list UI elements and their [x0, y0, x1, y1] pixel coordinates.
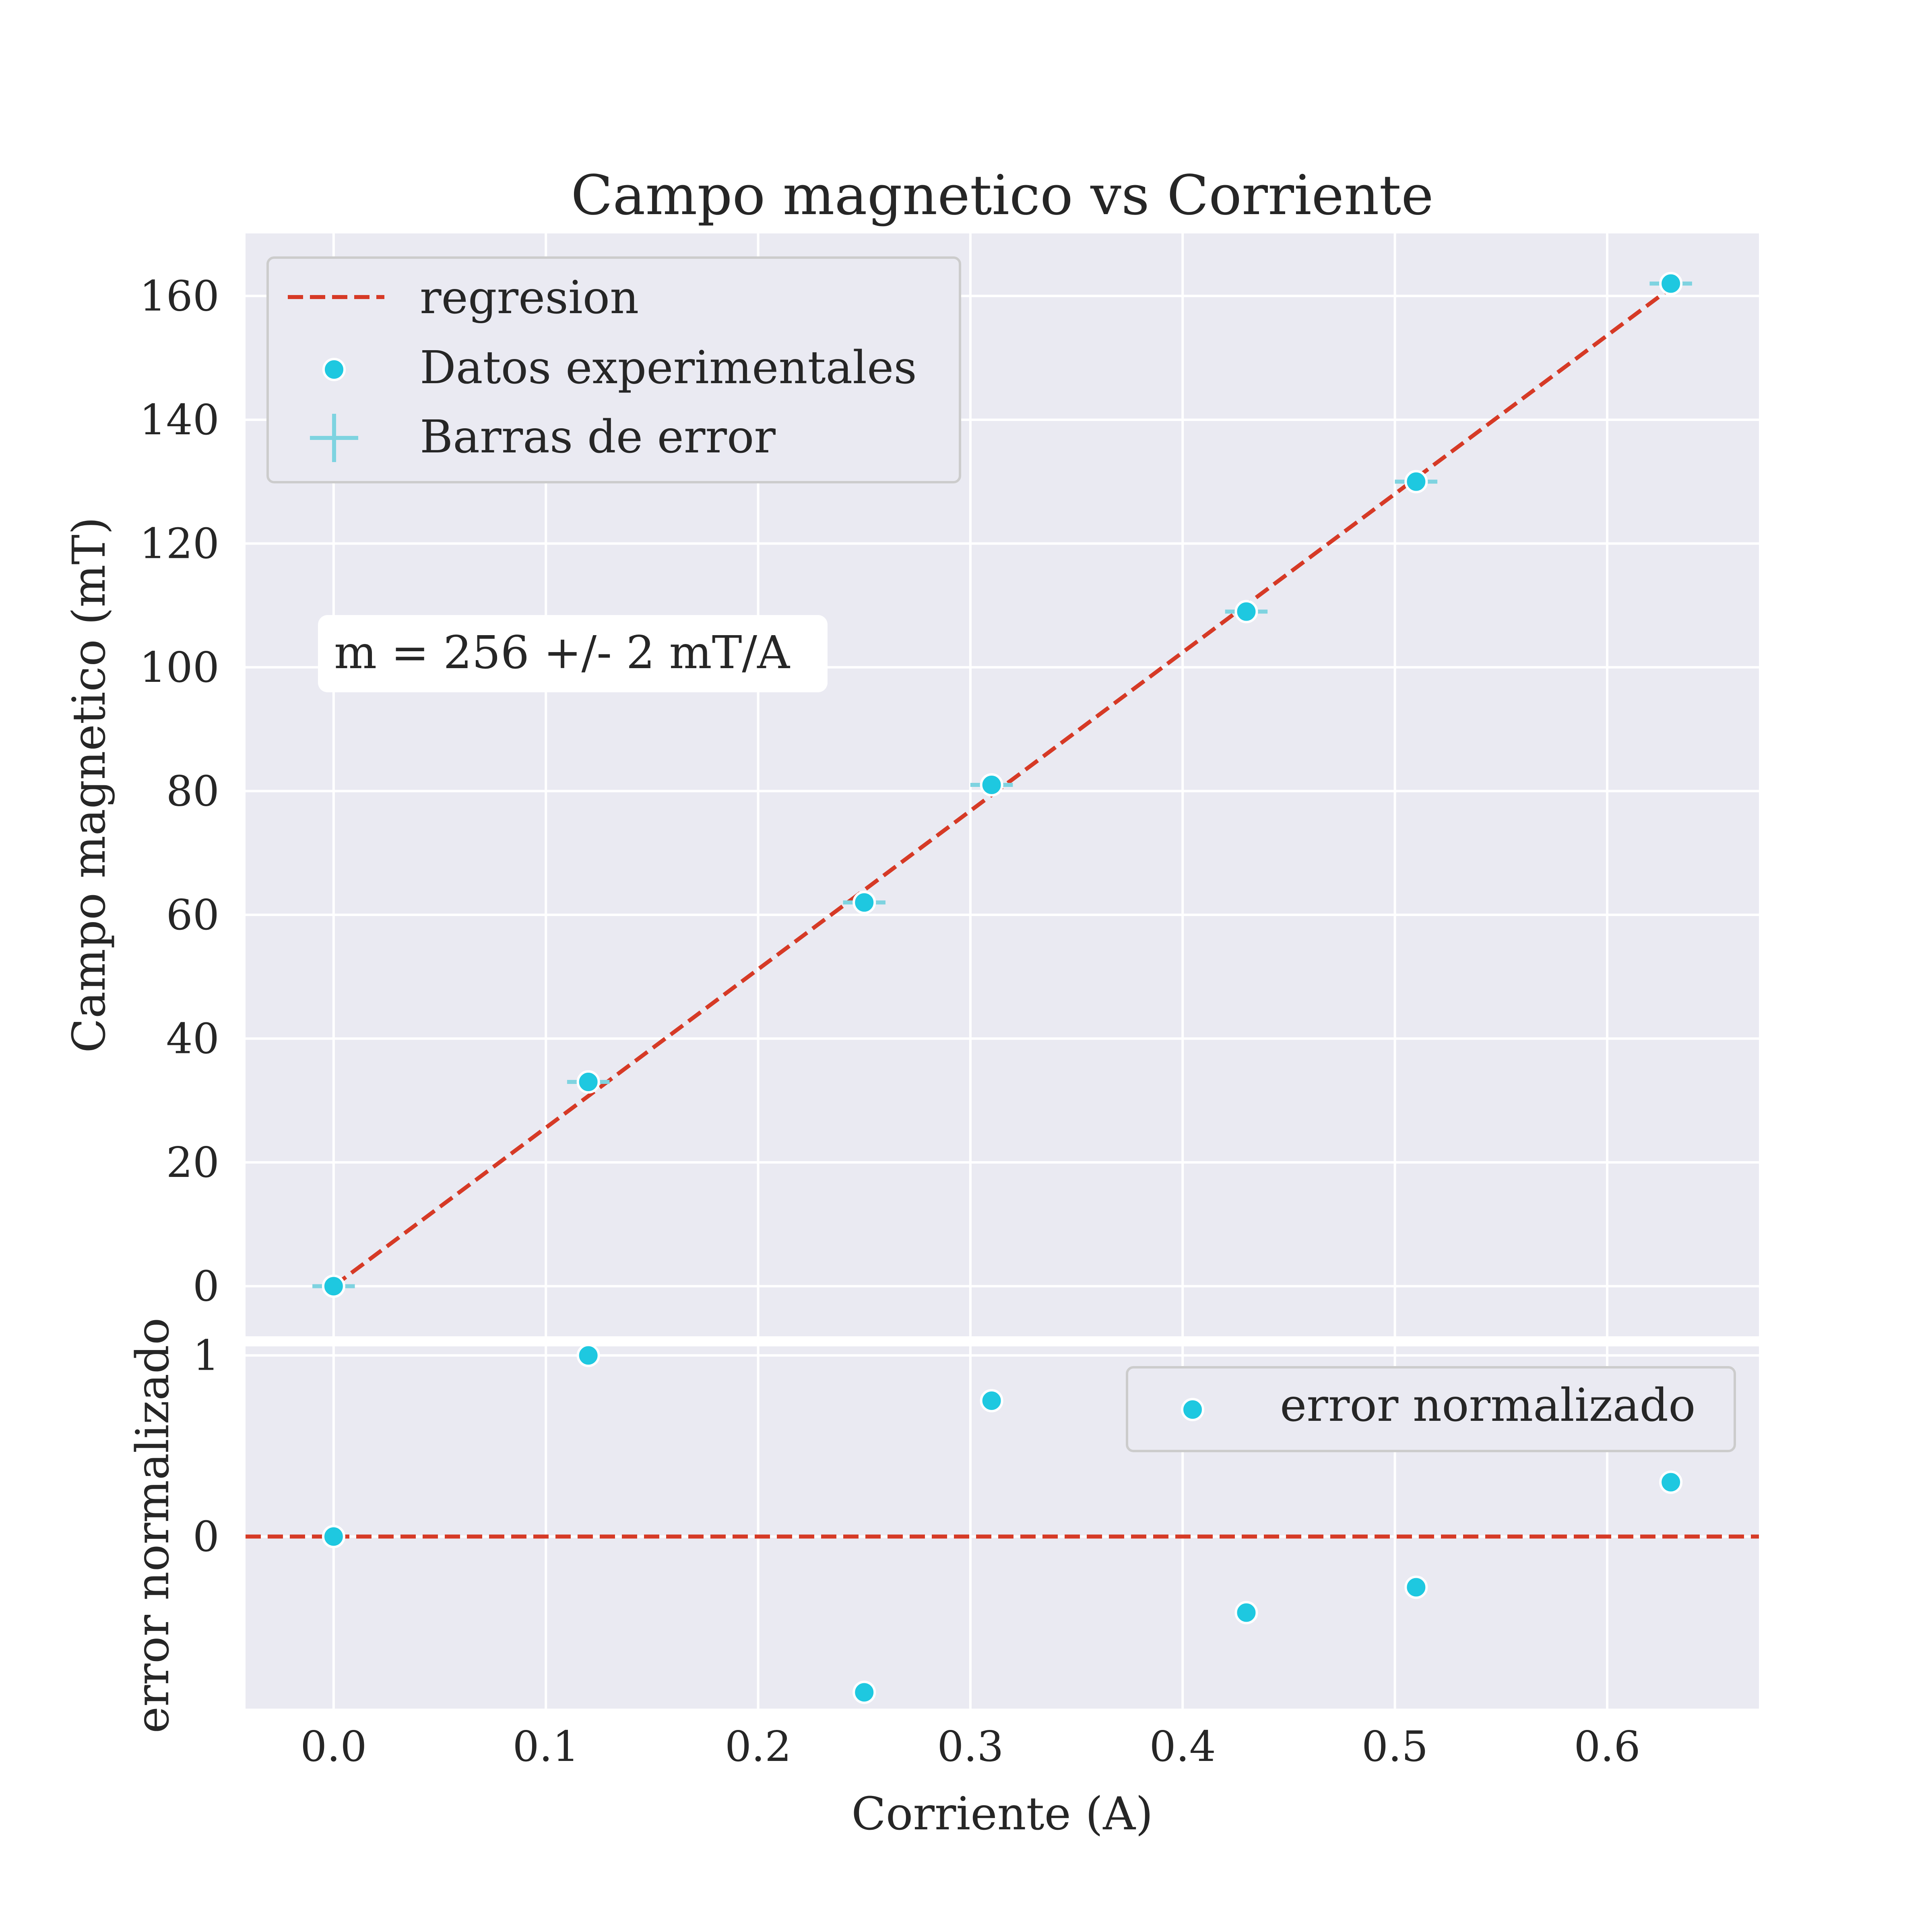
top-y-tick-label: 0	[193, 1261, 219, 1311]
legend-label-error-normalizado: error normalizado	[1280, 1379, 1696, 1432]
top-y-tick-label: 100	[139, 643, 219, 692]
x-tick-label: 0.5	[1362, 1722, 1428, 1771]
top-data-points	[322, 272, 1683, 1298]
slope-annotation-text: m = 256 +/- 2 mT/A	[334, 627, 790, 679]
top-tick-labels: 0 20 40 60 80 100 120 140 160	[139, 271, 219, 1311]
data-point	[322, 1274, 345, 1298]
residual-point	[980, 1389, 1003, 1412]
top-y-tick-label: 140	[139, 395, 219, 444]
top-y-tick-label: 160	[139, 271, 219, 320]
bottom-data-points	[322, 1344, 1683, 1704]
x-axis-label: Corriente (A)	[851, 1788, 1153, 1840]
legend-label-datos: Datos experimentales	[420, 342, 917, 394]
bottom-y-tick-label: 0	[193, 1512, 219, 1561]
top-panel: 0 20 40 60 80 100 120 140 160 Campo magnetico vs…	[63, 164, 1759, 1336]
x-tick-label: 0.6	[1574, 1722, 1640, 1771]
bottom-legend-box	[1126, 1366, 1736, 1452]
data-point	[852, 891, 876, 914]
residual-point	[576, 1344, 600, 1367]
x-tick-label: 0.0	[300, 1722, 367, 1771]
data-point	[1234, 600, 1258, 623]
x-tick-label: 0.3	[937, 1722, 1003, 1771]
bottom-panel: 0 1 0.0 0.1 0.2 0.3 0.4 0.5 0.6 Corriente (A) er…	[127, 1318, 1759, 1840]
legend-marker-error-normalizado	[1181, 1398, 1204, 1421]
bottom-y-tick-label: 1	[193, 1331, 219, 1380]
data-point	[576, 1070, 600, 1094]
data-point	[1404, 470, 1428, 493]
residual-point	[322, 1525, 345, 1548]
top-y-tick-label: 40	[166, 1014, 219, 1063]
top-legend-box	[266, 256, 961, 483]
slope-annotation-box	[318, 615, 828, 692]
top-y-tick-label: 120	[139, 519, 219, 568]
bottom-tick-labels: 0 1 0.0 0.1 0.2 0.3 0.4 0.5 0.6	[193, 1331, 1641, 1771]
chart-title: Campo magnetico vs Corriente	[571, 164, 1433, 227]
legend-label-barras: Barras de error	[420, 411, 776, 463]
x-tick-label: 0.4	[1150, 1722, 1216, 1771]
bottom-legend: error normalizado	[1126, 1366, 1736, 1452]
x-tick-label: 0.2	[725, 1722, 791, 1771]
data-point	[1659, 272, 1683, 295]
x-tick-label: 0.1	[512, 1722, 579, 1771]
top-y-axis-label: Campo magnetico (mT)	[63, 517, 116, 1053]
residual-point	[852, 1680, 876, 1704]
top-y-tick-label: 20	[166, 1138, 219, 1187]
bottom-y-axis-label: error normalizado	[127, 1318, 179, 1734]
slope-annotation: m = 256 +/- 2 mT/A	[318, 615, 828, 692]
residual-point	[1404, 1575, 1428, 1599]
top-legend: regresion Datos experimentales Barras de…	[266, 256, 961, 483]
legend-marker-datos	[322, 358, 346, 381]
data-point	[980, 773, 1003, 797]
legend-label-regresion: regresion	[420, 272, 639, 324]
residual-point	[1659, 1470, 1683, 1494]
residual-point	[1234, 1601, 1258, 1624]
top-y-tick-label: 80	[166, 766, 219, 815]
top-y-tick-label: 60	[166, 890, 219, 939]
